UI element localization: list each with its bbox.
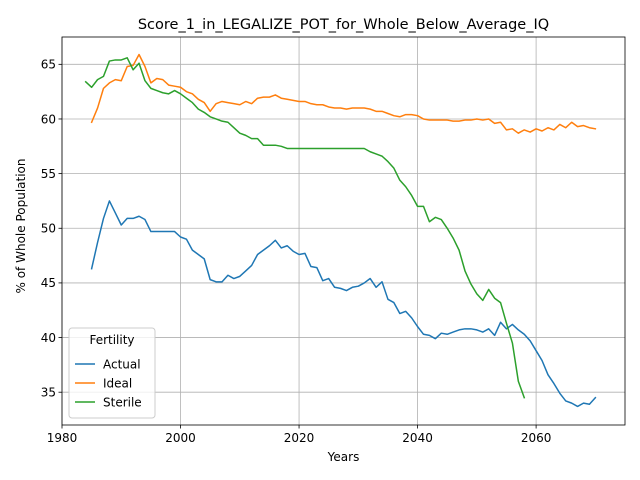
y-tick-label: 65 [41, 58, 56, 72]
legend-box [68, 327, 156, 419]
x-tick-label: 2060 [521, 431, 552, 445]
y-tick-label: 35 [41, 386, 56, 400]
legend-label-actual: Actual [103, 357, 141, 371]
y-tick-label: 55 [41, 167, 56, 181]
y-tick-label: 60 [41, 112, 56, 126]
legend-title: Fertility [89, 333, 134, 347]
x-tick-label: 2000 [165, 431, 196, 445]
legend-label-sterile: Sterile [103, 395, 142, 409]
series-line-sterile [84, 57, 526, 399]
x-axis-label: Years [327, 450, 360, 464]
legend-label-ideal: Ideal [103, 376, 132, 390]
series-line-ideal [90, 53, 597, 134]
series-line-actual [90, 200, 597, 408]
y-tick-label: 40 [41, 331, 56, 345]
y-tick-label: 45 [41, 276, 56, 290]
legend-entries: Actual Ideal Sterile [75, 357, 142, 409]
legend: Fertility Actual Ideal Sterile [68, 327, 156, 419]
chart-title: Score_1_in_LEGALIZE_POT_for_Whole_Below_… [138, 17, 549, 33]
plot-frame [61, 36, 626, 426]
x-tick-label: 2020 [284, 431, 315, 445]
x-tick-label: 2040 [402, 431, 433, 445]
series-layer [84, 53, 597, 408]
y-axis-label: % of Whole Population [14, 159, 28, 294]
x-tick-label: 1980 [47, 431, 78, 445]
y-tick-label: 50 [41, 222, 56, 236]
ticks-layer: 1980 2000 2020 2040 2060 35 40 45 50 55 60 65 [41, 58, 552, 445]
